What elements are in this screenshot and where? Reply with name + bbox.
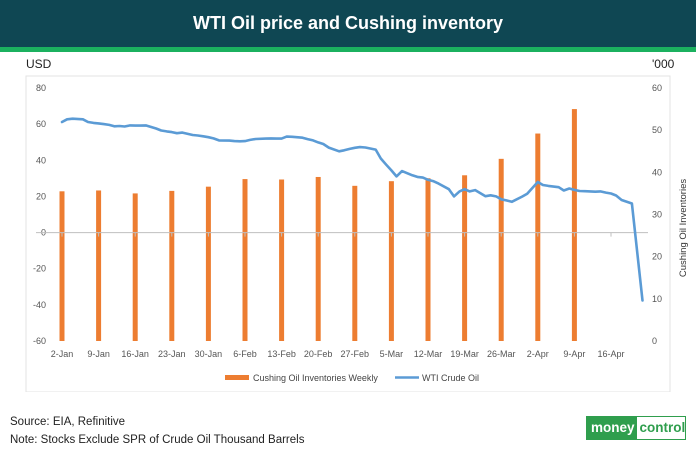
x-tick-label: 2-Apr xyxy=(527,349,549,359)
inventory-bar xyxy=(59,191,65,341)
legend-label-bars: Cushing Oil Inventories Weekly xyxy=(253,373,378,383)
left-tick-label: 20 xyxy=(36,191,46,201)
right-tick-label: 40 xyxy=(652,167,662,177)
right-axis-unit: '000 xyxy=(652,57,675,71)
inventory-bar xyxy=(498,158,504,341)
inventory-bar xyxy=(132,193,138,341)
left-tick-label: 40 xyxy=(36,155,46,165)
legend: Cushing Oil Inventories Weekly WTI Crude… xyxy=(225,373,479,383)
inventory-bar xyxy=(279,179,285,341)
legend-swatch-bars xyxy=(225,375,249,380)
x-tick-label: 16-Jan xyxy=(121,349,149,359)
x-tick-label: 13-Feb xyxy=(267,349,296,359)
left-tick-label: -60 xyxy=(33,336,46,346)
header-stripe xyxy=(0,47,696,52)
left-tick-label: 80 xyxy=(36,83,46,93)
x-tick-label: 9-Apr xyxy=(563,349,585,359)
line-series xyxy=(60,117,644,302)
inventory-bar xyxy=(352,185,358,341)
bar-series xyxy=(59,109,577,341)
inventory-bar xyxy=(205,186,211,341)
right-tick-label: 60 xyxy=(652,83,662,93)
inventory-bar xyxy=(315,176,321,341)
left-tick-label: -20 xyxy=(33,264,46,274)
x-tick-label: 5-Mar xyxy=(380,349,404,359)
logo-part-control: control xyxy=(639,420,686,435)
inventory-bar xyxy=(535,133,541,341)
right-tick-label: 10 xyxy=(652,294,662,304)
footnote: Note: Stocks Exclude SPR of Crude Oil Th… xyxy=(10,434,305,446)
x-tick-label: 9-Jan xyxy=(87,349,110,359)
right-tick-label: 30 xyxy=(652,210,662,220)
x-tick-label: 16-Apr xyxy=(597,349,624,359)
inventory-bar xyxy=(96,190,102,341)
x-tick-label: 2-Jan xyxy=(51,349,74,359)
source-note: Source: EIA, Refinitive xyxy=(10,416,126,428)
right-axis-title: Cushing Oil Inventories xyxy=(678,179,689,277)
left-axis-unit: USD xyxy=(26,57,52,71)
x-tick-label: 19-Mar xyxy=(450,349,479,359)
moneycontrol-logo: money control xyxy=(586,416,686,440)
x-tick-label: 26-Mar xyxy=(487,349,516,359)
x-tick-label: 20-Feb xyxy=(304,349,333,359)
inventory-bar xyxy=(425,178,431,341)
inventory-bar xyxy=(462,175,468,341)
inventory-bar xyxy=(242,179,248,341)
inventory-bar xyxy=(388,181,394,341)
chart: 80 60 40 20 0 -20 -40 -60 60 50 40 30 20 10 0 2-Jan 9-… xyxy=(25,75,689,392)
chart-title: WTI Oil price and Cushing inventory xyxy=(0,0,696,47)
right-axis: 60 50 40 30 20 10 0 xyxy=(652,83,662,346)
x-tick-label: 23-Jan xyxy=(158,349,186,359)
right-tick-label: 0 xyxy=(652,336,657,346)
legend-label-line: WTI Crude Oil xyxy=(422,373,479,383)
right-tick-label: 50 xyxy=(652,125,662,135)
inventory-bar xyxy=(571,109,577,341)
x-tick-label: 12-Mar xyxy=(414,349,443,359)
right-tick-label: 20 xyxy=(652,252,662,262)
x-tick-label: 27-Feb xyxy=(341,349,370,359)
plot-border xyxy=(25,75,671,392)
x-tick-label: 30-Jan xyxy=(195,349,223,359)
x-axis: 2-Jan 9-Jan 16-Jan 23-Jan 30-Jan 6-Feb 13-Feb 2… xyxy=(36,232,648,359)
inventory-bar xyxy=(169,190,175,341)
left-tick-label: 60 xyxy=(36,119,46,129)
left-tick-label: -40 xyxy=(33,300,46,310)
x-tick-label: 6-Feb xyxy=(233,349,257,359)
logo-part-money: money xyxy=(587,417,637,439)
